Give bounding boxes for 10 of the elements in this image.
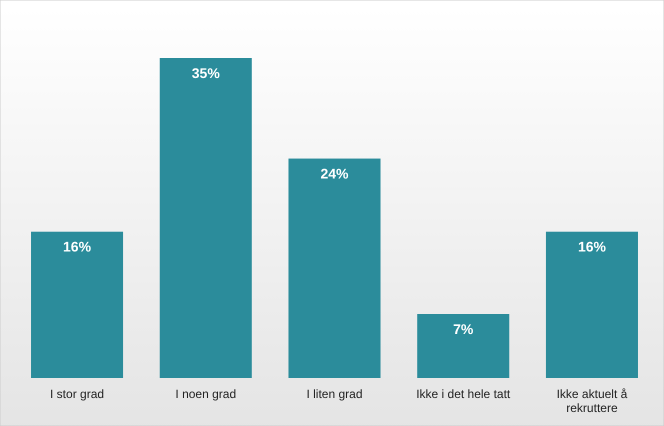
x-tick-label: I liten grad (306, 387, 363, 401)
x-tick-label: Ikke i det hele tatt (416, 387, 511, 401)
data-label: 16% (63, 238, 92, 255)
x-tick-label: Ikke aktuelt å rekruttere (556, 387, 628, 415)
data-label: 7% (453, 321, 474, 337)
data-label: 16% (578, 238, 607, 255)
x-tick-label: I stor grad (50, 387, 104, 401)
data-label: 35% (192, 65, 220, 81)
x-tick-label: I noen grad (175, 387, 236, 401)
data-label: 24% (320, 166, 350, 182)
